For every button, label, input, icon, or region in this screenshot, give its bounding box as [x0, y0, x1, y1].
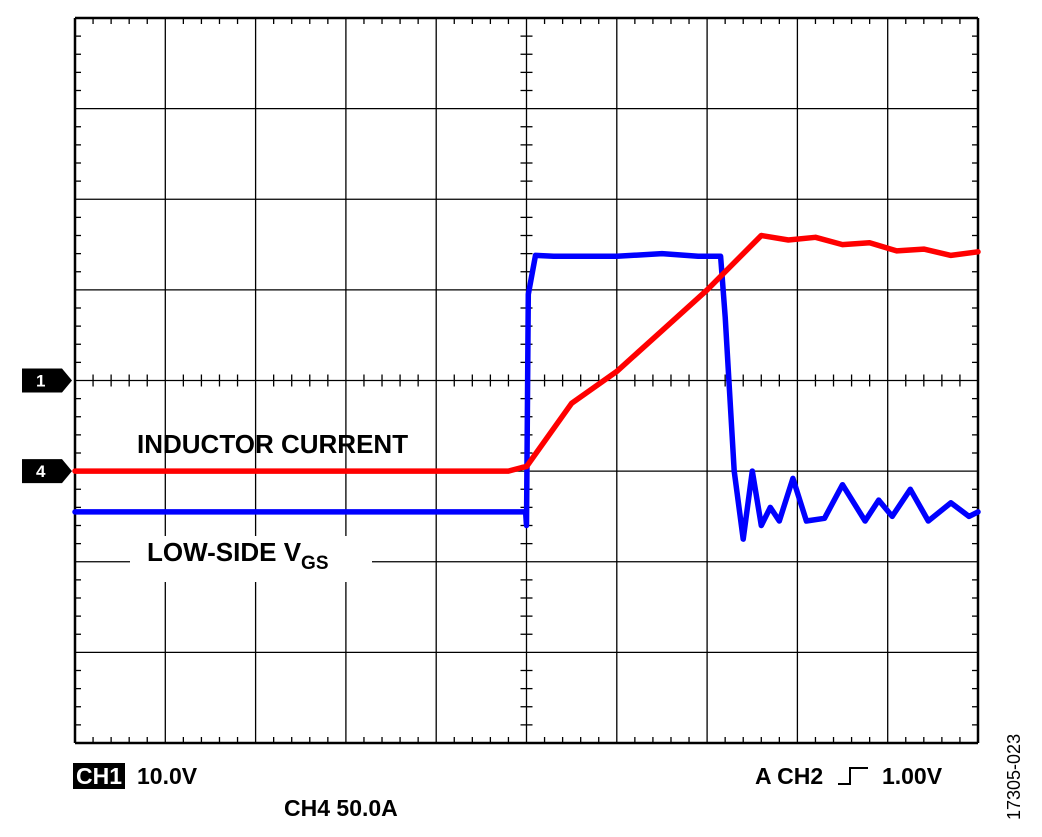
inductor-current-trace: [72, 232, 981, 474]
vgs-label-subscript: GS: [301, 553, 328, 574]
ch1-scale-value: 10.0V: [137, 763, 198, 789]
trigger-source: A CH2: [755, 763, 824, 789]
ch1-badge: CH1: [73, 763, 126, 789]
channel-marker-label: 1: [36, 372, 45, 391]
channel-4-marker: 4: [22, 459, 72, 484]
low-side-vgs-label: LOW-SIDE VGS: [147, 537, 329, 574]
figure-id: 17305-023: [1004, 733, 1024, 820]
channel-1-marker: 1: [22, 368, 72, 393]
vgs-label-main: LOW-SIDE V: [147, 537, 302, 567]
trigger-readout: A CH2 1.00V: [755, 763, 942, 790]
graticule-grid: [73, 16, 980, 745]
low-side-vgs-trace: [72, 250, 981, 542]
trigger-level: 1.00V: [881, 763, 943, 789]
rising-edge-icon: [837, 767, 868, 785]
trace-annotations: INDUCTOR CURRENT LOW-SIDE VGS: [130, 429, 408, 582]
inductor-current-label: INDUCTOR CURRENT: [137, 429, 408, 459]
vgs-label-background: [130, 536, 372, 582]
traces: [72, 232, 981, 542]
ch1-scale-readout: CH1 10.0V: [73, 763, 197, 790]
channel-marker-label: 4: [36, 462, 46, 481]
ch4-scale-readout: CH4 50.0A: [284, 795, 398, 821]
channel-markers: 14: [22, 368, 72, 484]
